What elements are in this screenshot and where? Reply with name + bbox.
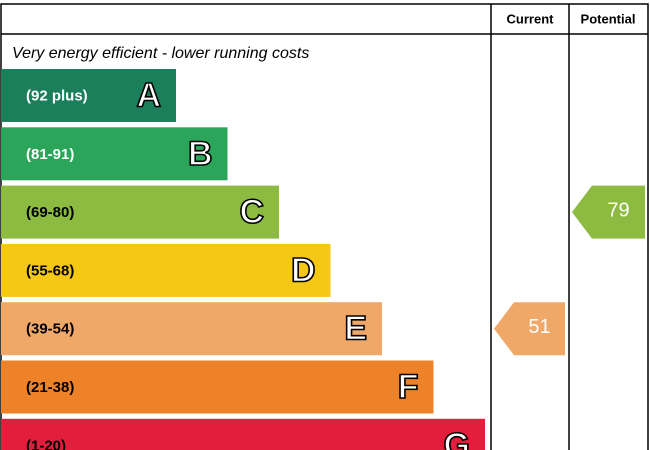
band-bar <box>1 69 176 122</box>
band-bar <box>1 418 485 450</box>
band-letter: F <box>398 368 419 406</box>
current-arrow <box>494 302 565 356</box>
band-range: (81-91) <box>26 146 74 163</box>
potential-value: 79 <box>607 199 629 221</box>
band-letter: E <box>344 310 367 348</box>
current-header: Current <box>507 11 555 26</box>
band-range: (39-54) <box>26 321 74 338</box>
band-letter: B <box>188 135 213 173</box>
band-bar <box>1 243 331 297</box>
potential-arrow <box>572 185 645 239</box>
band-bar <box>1 185 279 239</box>
current-value: 51 <box>528 316 550 338</box>
band-letter: A <box>136 76 161 114</box>
band-range: (92 plus) <box>26 87 88 104</box>
potential-header: Potential <box>581 11 636 26</box>
band-bar <box>1 127 228 181</box>
band-range: (55-68) <box>26 262 74 279</box>
band-bar <box>1 302 382 356</box>
band-range: (21-38) <box>26 379 74 396</box>
description: Very energy efficient - lower running co… <box>12 45 309 62</box>
band-range: (69-80) <box>26 204 74 221</box>
band-letter: G <box>444 426 470 450</box>
band-range: (1-20) <box>26 437 66 450</box>
band-bar <box>1 360 434 414</box>
band-letter: C <box>239 193 264 231</box>
band-letter: D <box>291 251 316 289</box>
